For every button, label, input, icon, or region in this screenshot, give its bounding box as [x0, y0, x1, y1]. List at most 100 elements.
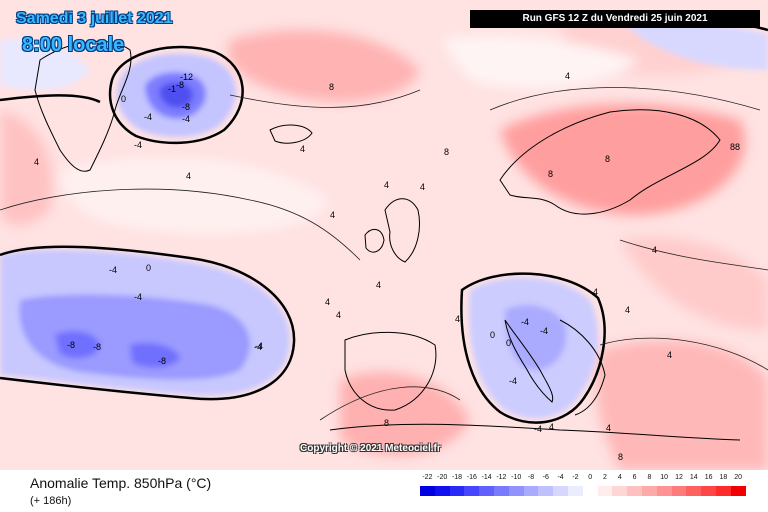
cold-core-mediterranean: [505, 305, 567, 371]
neutral-area-north: [440, 36, 640, 89]
legend-tick-label: 0: [588, 474, 593, 481]
legend-swatch: [449, 486, 465, 496]
legend-tick-label: -18: [451, 474, 463, 481]
legend-swatch: [671, 486, 687, 496]
legend-tick-label: -14: [481, 474, 492, 481]
legend-tick-label: 20: [734, 474, 743, 481]
legend-swatch: [508, 486, 525, 496]
model-run-label: Run GFS 12 Z du Vendredi 25 juin 2021: [470, 10, 760, 28]
contour-value-label: 8: [329, 82, 334, 92]
zero-contour-greenland: [108, 45, 244, 145]
legend-swatch: [479, 486, 495, 496]
contour-value-label: -12: [180, 72, 193, 82]
legend-tick-label: 4: [617, 474, 622, 481]
contour-value-label: 4: [549, 422, 554, 432]
legend-tick-label: -22: [422, 474, 433, 481]
balkans-coast: [559, 319, 606, 416]
italy-coast: [504, 319, 554, 403]
lead-time: (+ 186h): [30, 495, 72, 507]
british-isles-coast: [384, 198, 420, 263]
legend-tick-label: -2: [572, 474, 579, 481]
legend-swatch: [701, 486, 717, 496]
contour-value-label: 4: [325, 297, 330, 307]
legend-tick-label: 2: [603, 474, 607, 481]
contour-value-label: 8: [618, 452, 623, 462]
warm-anomaly-scandinavia: [500, 103, 746, 215]
warm-anomaly-iberia: [340, 372, 470, 456]
legend-swatch: [523, 486, 539, 496]
coastlines: [34, 40, 741, 441]
contour-value-label: 4: [652, 245, 657, 255]
isolines: [0, 87, 768, 421]
legend-tick-label: 16: [704, 474, 713, 481]
warm-anomaly-southeast: [596, 340, 768, 470]
contour-value-label: 4: [667, 350, 672, 360]
contour-value-label: 8: [605, 154, 610, 164]
legend-swatch: [538, 486, 554, 496]
neutral-area-atlantic: [60, 157, 330, 234]
legend-tick-label: 18: [719, 474, 728, 481]
contour-value-label: -8: [93, 342, 101, 352]
contour-value-label: 4: [186, 171, 191, 181]
legend-tick-label: 8: [647, 474, 652, 481]
legend-tick-label: 6: [632, 474, 637, 481]
contour-value-label: -8: [67, 340, 75, 350]
legend-swatch: [568, 486, 584, 496]
contour-value-label: 0: [490, 330, 495, 340]
legend-swatch: [686, 486, 702, 496]
contour-value-label: -8: [182, 102, 190, 112]
legend-tick-label: -6: [542, 474, 549, 481]
cold-center-greenland: [159, 82, 194, 108]
legend-tick-label: -10: [511, 474, 522, 481]
cold-anomaly-northeast: [620, 19, 768, 70]
isoline-1: [0, 188, 361, 261]
legend-tick-label: 14: [689, 474, 698, 481]
forecast-time: 8:00 locale: [22, 34, 125, 56]
contour-value-label: 4: [384, 180, 389, 190]
contour-value-label: 4: [593, 287, 598, 297]
legend-tick-label: -4: [557, 474, 564, 481]
contour-value-label: 8: [384, 418, 389, 428]
iceland-coast: [269, 124, 313, 144]
legend-swatch: [730, 486, 747, 496]
scandinavia-coast: [499, 109, 721, 215]
zero-contour-mediterranean: [460, 272, 606, 424]
contour-value-label: 4: [336, 310, 341, 320]
legend-swatch: [612, 486, 628, 496]
warm-anomaly-north-atlantic: [228, 30, 420, 102]
ireland-coast: [364, 228, 385, 253]
contour-value-label: -4: [109, 265, 117, 275]
legend-swatch: [656, 486, 673, 496]
contour-value-label: 4: [34, 157, 39, 167]
contour-value-label: 4: [330, 210, 335, 220]
legend-tick-label: -20: [437, 474, 448, 481]
contour-value-label: 4: [455, 314, 460, 324]
legend-swatch: [434, 486, 451, 496]
contour-value-label: 8: [444, 147, 449, 157]
color-legend: -22 -20 -18 -16 -14 -12 -10 -8 -6 -4 -2 0 2 4 6 8 10 12 14…: [412, 474, 752, 508]
contour-value-label: 4: [606, 423, 611, 433]
contour-value-label: 88: [730, 142, 740, 152]
legend-swatch: [642, 486, 658, 496]
contour-value-label: 4: [565, 71, 570, 81]
legend-tick-label: 10: [660, 474, 669, 481]
contour-value-label: 8: [548, 169, 553, 179]
contour-value-label: -1: [168, 84, 176, 94]
cold-center-atlantic-east: [130, 343, 180, 368]
contour-value-label: -4: [534, 424, 542, 434]
isoline-5: [319, 386, 461, 421]
contour-value-label: -4: [540, 326, 548, 336]
variable-title: Anomalie Temp. 850hPa (°C): [30, 475, 212, 491]
legend-swatch: [627, 486, 643, 496]
legend-swatch: [464, 486, 480, 496]
isoline-4: [619, 239, 768, 271]
isoline-6: [599, 337, 768, 371]
contour-value-label: 4: [420, 182, 425, 192]
contour-value-label: -4: [521, 317, 529, 327]
cold-anomaly-northwest-land: [0, 38, 90, 90]
legend-tick-label: 12: [675, 474, 683, 481]
contour-value-label: -4: [182, 114, 190, 124]
contour-value-label: 0: [506, 338, 511, 348]
